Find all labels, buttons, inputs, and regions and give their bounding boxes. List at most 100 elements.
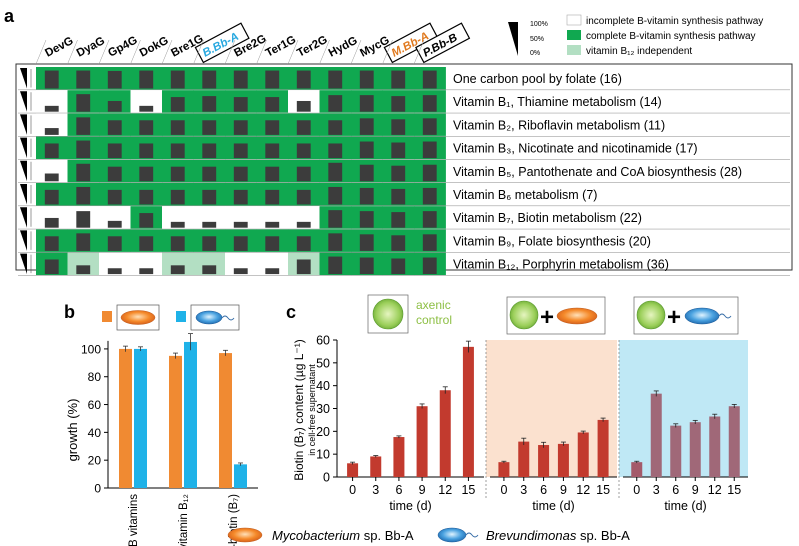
organism-name: Ter2G	[295, 34, 329, 60]
legend-incomplete: incomplete B-vitamin synthesis pathway	[586, 16, 763, 27]
organism-header-box	[194, 22, 250, 64]
pathway-cell	[99, 252, 131, 276]
pathway-cell	[130, 90, 163, 113]
pathway-bar	[139, 166, 154, 182]
organism-headers: DevG DyaG Gp4GDokGBre1GB.Bb-ABre2GTer1GTer…	[35, 22, 471, 65]
panel-c-bar	[728, 406, 740, 477]
pathway-bar	[139, 120, 154, 135]
pathway-heatmap: One carbon pool by folate (16) Vitamin B₁…	[18, 67, 790, 276]
panel-c-ytick-label: 60	[316, 334, 330, 348]
panel-c-bar	[650, 393, 662, 477]
header-divider	[413, 39, 425, 65]
pathway-bar	[265, 221, 280, 228]
pathway-bar	[328, 233, 343, 251]
control-label: control	[416, 313, 452, 327]
panel-c-xtick-label: 0	[500, 483, 507, 497]
pathway-bar	[107, 236, 122, 251]
coculture-myco-algae-icon	[509, 300, 539, 330]
pathway-bar	[202, 120, 217, 135]
panel-b-ytick-label: 0	[94, 482, 101, 496]
pathway-bar	[359, 95, 374, 112]
pathway-bar	[107, 220, 122, 228]
panel-c-bar	[557, 443, 569, 477]
pathway-bar	[296, 70, 311, 89]
pathway-bar	[170, 221, 185, 228]
pathway-cell	[256, 252, 289, 276]
coculture-mycobacterium-icon	[556, 307, 598, 325]
scale-top: 100%	[530, 21, 548, 28]
pathway-label: Vitamin B₃, Nicotinate and nicotinamide …	[453, 142, 698, 156]
legend-b-brev-swatch	[176, 311, 186, 322]
panel-a-label: a	[4, 6, 15, 26]
panel-b-ytick-label: 40	[88, 426, 102, 440]
pathway-bar	[422, 234, 437, 251]
panel-b-bar	[119, 348, 132, 488]
organism-header-ter1g: Ter1G	[264, 34, 298, 60]
pathway-label: Vitamin B₁₂, Porphyrin metabolism (36)	[453, 258, 669, 272]
pathway-bar	[265, 97, 280, 112]
panel-c-xtick-label: 6	[540, 483, 547, 497]
pathway-bar	[44, 173, 59, 182]
panel-c-xtick-label: 15	[596, 483, 610, 497]
panel-c-ytick-label: 0	[323, 471, 330, 485]
pathway-bar	[139, 236, 154, 251]
pathway-bar	[265, 143, 280, 159]
row-scale-wedge-icon	[20, 114, 27, 135]
pathway-bar	[328, 95, 343, 112]
pathway-bar	[107, 70, 122, 89]
pathway-bar	[265, 120, 280, 135]
organism-header-hydg: HydG	[327, 35, 360, 60]
scale-mid: 50%	[530, 36, 544, 43]
row-scale-wedge-icon	[20, 68, 27, 89]
pathway-label: Vitamin B₂, Riboflavin metabolism (11)	[453, 118, 665, 132]
pathway-bar	[296, 143, 311, 159]
pathway-bar	[233, 268, 248, 275]
row-scale-wedge-icon	[20, 184, 27, 205]
axenic-label: axenic	[416, 298, 451, 312]
pathway-cell	[256, 206, 289, 229]
pathway-bar	[44, 70, 59, 89]
header-divider	[350, 39, 362, 65]
pathway-row: Vitamin B₉, Folate biosynthesis (20)	[18, 229, 790, 253]
pathway-row: One carbon pool by folate (16)	[18, 67, 790, 91]
pathway-bar	[328, 210, 343, 228]
pathway-bar	[328, 143, 343, 159]
pathway-bar	[202, 236, 217, 251]
pathway-bar	[422, 164, 437, 182]
scale-bottom: 0%	[530, 50, 540, 57]
pathway-bar	[107, 120, 122, 135]
panel-b-legend	[102, 304, 240, 331]
panel-c-xtick-label: 3	[520, 483, 527, 497]
header-divider	[35, 39, 47, 65]
pathway-bar	[328, 120, 343, 135]
panel-c-ylabel-sub: in cell-free supernatant	[307, 364, 317, 456]
panel-c-xtick-label: 9	[419, 483, 426, 497]
panel-c-ytick-label: 40	[316, 379, 330, 393]
pathway-bar	[76, 211, 91, 228]
panel-b-bar	[184, 341, 197, 488]
pathway-bar	[139, 143, 154, 159]
panel-c-bar	[393, 437, 405, 477]
legend-brevundimonas-icon	[437, 527, 467, 543]
pathway-bar	[359, 118, 374, 135]
pathway-bar	[76, 265, 91, 275]
pathway-label: Vitamin B₇, Biotin metabolism (22)	[453, 211, 642, 225]
pathway-bar	[44, 143, 59, 159]
coculture-brev-plus: +	[667, 304, 681, 331]
pathway-bar	[422, 70, 437, 89]
panel-c-xtick-label: 0	[349, 483, 356, 497]
pathway-row: Vitamin B₃, Nicotinate and nicotinamide …	[18, 136, 790, 160]
pathway-bar	[391, 258, 406, 275]
header-divider	[224, 39, 236, 65]
pathway-bar	[359, 211, 374, 228]
header-divider	[67, 39, 78, 65]
panel-c-label: c	[286, 302, 296, 322]
panel-c-bar	[370, 456, 382, 477]
legend-b-myco-swatch	[102, 311, 112, 322]
pathway-bar	[44, 128, 59, 135]
coculture-brev-algae-icon	[636, 300, 666, 330]
pathway-label: Vitamin B₉, Folate biosynthesis (20)	[453, 234, 651, 248]
pathway-bar	[422, 211, 437, 228]
panel-b-ylabel: growth (%)	[65, 399, 80, 462]
pathway-bar	[422, 95, 437, 112]
